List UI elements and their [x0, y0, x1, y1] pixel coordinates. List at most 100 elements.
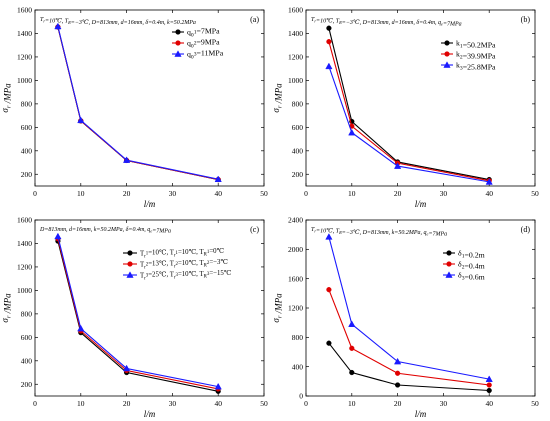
data-point-s3	[393, 162, 402, 169]
x-tick-label: 40	[485, 399, 493, 408]
legend-marker	[174, 50, 182, 57]
x-tick-label: 10	[77, 399, 85, 408]
legend-marker	[444, 51, 450, 57]
data-point-s3	[325, 233, 333, 240]
series-line-2	[328, 289, 490, 386]
y-tick-label: 1600	[17, 216, 32, 225]
y-tick-label: 800	[21, 99, 33, 108]
data-point-s2	[349, 345, 355, 351]
x-tick-label: 30	[169, 399, 177, 408]
y-tick-label: 400	[21, 356, 33, 365]
y-tick-label: 2400	[288, 216, 303, 225]
x-tick-label: 20	[394, 189, 402, 198]
legend-label: δ2=0.4m	[458, 260, 485, 271]
x-tick-label: 30	[440, 399, 448, 408]
x-tick-label: 50	[260, 399, 268, 408]
y-axis-label: σr /MPa	[0, 293, 12, 323]
data-point-s1	[395, 382, 401, 388]
y-tick-label: 400	[21, 146, 33, 155]
plot-frame	[34, 219, 265, 397]
x-tick-label: 30	[440, 189, 448, 198]
y-tick-label: 1200	[288, 304, 303, 313]
data-point-s1	[326, 25, 332, 31]
data-point-s3	[54, 232, 62, 240]
series-line-3	[57, 26, 219, 180]
y-tick-label: 600	[292, 123, 304, 132]
x-axis-label: l/m	[415, 409, 427, 419]
y-axis-label: σr /MPa	[0, 83, 12, 113]
plot-frame	[305, 9, 536, 187]
x-tick-label: 10	[348, 399, 356, 408]
data-point-s3	[348, 128, 356, 136]
data-point-s3	[122, 156, 131, 163]
legend-label: q03=11MPa	[187, 49, 224, 61]
y-tick-label: 2000	[288, 245, 303, 254]
legend-label: Tr2=13℃, Tr2=10℃, TR2=−3℃	[140, 259, 228, 270]
y-tick-label: 400	[292, 362, 304, 371]
x-tick-label: 50	[531, 399, 539, 408]
panel-c: 0 10 20 30 40 50 200 400 600 800 1000 1200 1400 1600 l…	[0, 216, 268, 419]
series-line-2	[57, 238, 219, 390]
x-axis-label: l/m	[415, 199, 427, 209]
y-tick-label: 1600	[17, 6, 32, 15]
y-tick-label: 0	[299, 392, 303, 401]
legend-marker	[445, 271, 453, 278]
data-point-s3	[485, 375, 493, 382]
condition-text: D=813mm, d=16mm, k=50.2MPa, δ=0.4m, qe=7…	[39, 226, 171, 235]
y-tick-label: 1000	[17, 76, 32, 85]
y-tick-label: 1200	[17, 263, 32, 272]
series-line-2	[328, 41, 490, 182]
x-tick-label: 20	[394, 399, 402, 408]
x-tick-label: 0	[304, 399, 308, 408]
y-tick-label: 800	[292, 333, 304, 342]
data-point-s1	[486, 387, 492, 394]
y-tick-label: 1000	[17, 286, 32, 295]
data-point-s1	[326, 340, 332, 346]
y-tick-label: 200	[292, 170, 304, 179]
legend-label: Tr3=25℃, Tr3=10℃, TR3=−15℃	[140, 270, 232, 281]
series-line-3	[328, 236, 490, 380]
data-point-s3	[214, 175, 222, 183]
condition-text: Tr=10℃, TR=−3℃, D=813mm, d=16mm, δ=0.4m,…	[311, 17, 462, 28]
y-tick-label: 1200	[17, 53, 32, 62]
data-point-s3	[214, 382, 222, 390]
y-tick-label: 600	[21, 123, 33, 132]
series-line-3	[57, 236, 219, 388]
y-tick-label: 1400	[17, 29, 32, 38]
x-tick-label: 40	[214, 399, 222, 408]
y-tick-label: 1600	[288, 6, 303, 15]
x-tick-label: 20	[123, 399, 131, 408]
x-axis-label: l/m	[144, 199, 156, 209]
y-tick-label: 1400	[17, 239, 32, 248]
plot-frame	[34, 9, 265, 187]
x-tick-label: 0	[33, 189, 37, 198]
data-point-s3	[77, 116, 85, 124]
data-point-s3	[122, 364, 131, 372]
plot-frame	[305, 219, 536, 397]
y-tick-label: 1000	[288, 76, 303, 85]
data-point-s2	[326, 287, 332, 293]
legend-label: k3=25.8MPa	[456, 61, 496, 72]
data-point-s3	[485, 178, 493, 185]
x-tick-label: 30	[169, 189, 177, 198]
y-tick-label: 800	[21, 309, 33, 318]
legend-marker	[175, 29, 181, 35]
panel-d: 0 10 20 30 40 50 0 400 800 1200 1600 2000 2400 l/m σr …	[271, 216, 539, 419]
legend-marker	[175, 40, 181, 46]
series-line-3	[328, 66, 490, 183]
data-point-s2	[486, 382, 492, 388]
x-axis-label: l/m	[144, 409, 156, 419]
panel-label: (a)	[250, 15, 259, 24]
data-point-s2	[326, 39, 332, 45]
legend-marker	[443, 61, 451, 68]
x-tick-label: 0	[33, 399, 37, 408]
legend-marker	[126, 271, 134, 278]
y-tick-label: 400	[292, 146, 304, 155]
legend-label: δ3=0.6m	[458, 271, 485, 282]
y-tick-label: 1200	[288, 53, 303, 62]
series-line-1	[328, 342, 490, 392]
